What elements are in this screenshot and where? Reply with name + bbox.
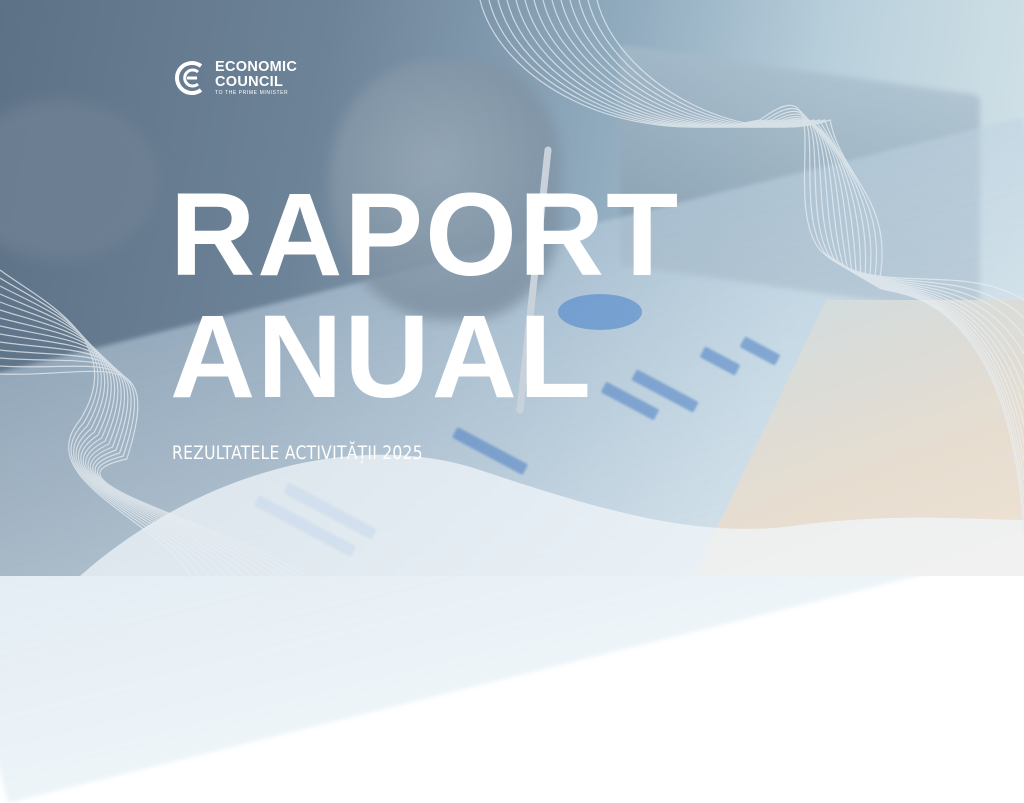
wave-line — [0, 357, 290, 576]
wave-line — [569, 0, 1024, 481]
wave-line — [497, 0, 1024, 337]
logo-tagline: TO THE PRIME MINISTER — [215, 90, 289, 96]
wave-line — [0, 325, 254, 576]
wave-line — [0, 277, 200, 576]
title-line-2: ANUAL — [170, 291, 593, 423]
wave-line — [0, 365, 299, 576]
decorative-waves — [0, 0, 1024, 576]
background-hand — [330, 60, 560, 320]
wave-line — [533, 0, 1024, 409]
wave-line — [0, 269, 191, 576]
wave-line — [0, 285, 209, 576]
wave-line — [542, 0, 1024, 427]
wave-line — [551, 0, 1024, 445]
wave-line — [515, 0, 1024, 373]
wave-line — [0, 349, 281, 576]
wave-lines-right — [479, 0, 1024, 535]
background-hand-left — [0, 100, 160, 260]
wave-line — [488, 0, 1024, 319]
subtitle: REZULTATELE ACTIVITĂȚII 2025 — [172, 442, 423, 464]
wave-lines-left — [0, 269, 308, 576]
wave-line — [0, 341, 272, 576]
wave-line — [0, 370, 308, 576]
title-line-1: RAPORT — [170, 169, 681, 301]
pie-chart-decor — [558, 294, 642, 330]
logo-line-2: COUNCIL — [215, 73, 284, 90]
economic-council-logo: ECONOMIC COUNCIL TO THE PRIME MINISTER — [171, 58, 297, 98]
wave-line — [0, 333, 263, 576]
wave-line — [596, 0, 1024, 535]
wave-line — [524, 0, 1024, 391]
wave-line — [506, 0, 1024, 355]
wave-line — [578, 0, 1024, 499]
wave-line — [560, 0, 1024, 463]
logo-line-1: ECONOMIC — [215, 59, 298, 75]
wave-line — [0, 309, 236, 576]
ec-logo-icon — [175, 61, 203, 95]
pen-decor — [516, 146, 552, 414]
wave-line — [587, 0, 1024, 517]
bottom-white-wave — [80, 454, 1024, 576]
wave-line — [0, 301, 227, 576]
wave-line — [0, 317, 245, 576]
wave-line — [0, 293, 218, 576]
